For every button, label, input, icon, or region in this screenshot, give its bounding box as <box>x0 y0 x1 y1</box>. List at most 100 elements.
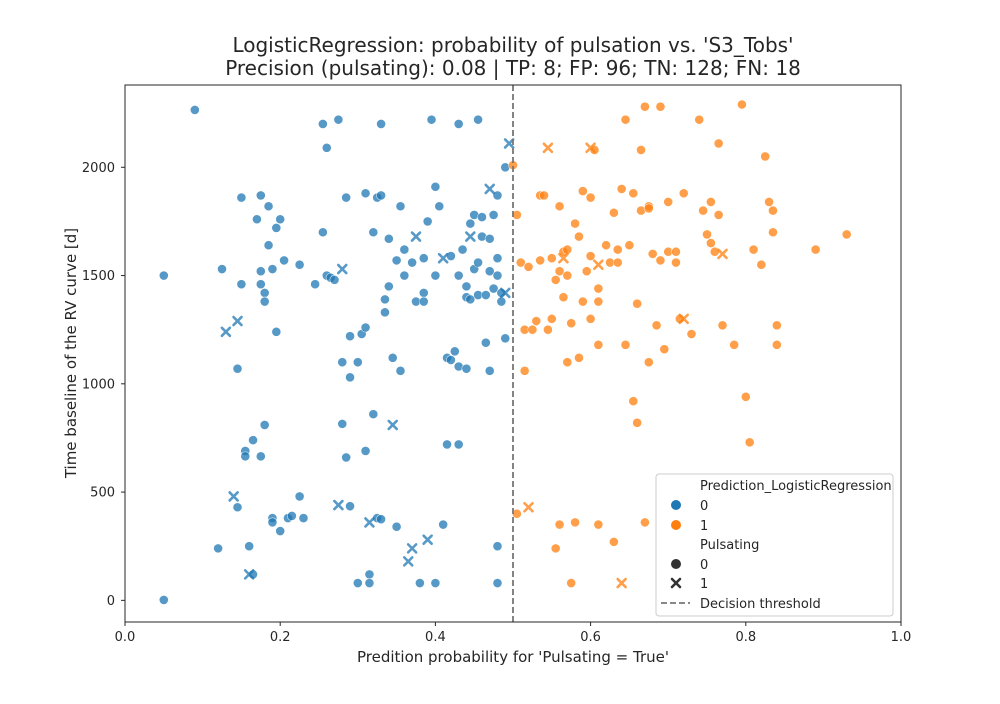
data-point <box>345 331 355 342</box>
data-point <box>527 324 538 335</box>
data-point <box>585 313 596 324</box>
y-axis-label: Time baseline of the RV curve [d] <box>62 228 80 479</box>
data-point <box>492 578 503 588</box>
data-point-pulsating <box>220 326 232 338</box>
data-point <box>477 212 487 222</box>
data-point <box>298 513 309 523</box>
data-point <box>608 536 619 547</box>
data-point <box>643 203 654 214</box>
data-point <box>321 142 332 153</box>
data-point <box>446 251 456 261</box>
data-point-pulsating <box>717 248 728 260</box>
chart-title: LogisticRegression: probability of pulsa… <box>232 33 793 57</box>
legend-label-threshold: Decision threshold <box>700 597 821 612</box>
data-point <box>271 223 282 233</box>
legend-marker-prediction-0 <box>671 500 681 510</box>
data-point <box>659 344 670 355</box>
data-point <box>713 138 724 149</box>
data-point <box>337 357 348 368</box>
data-point <box>484 266 495 277</box>
data-point <box>519 365 530 376</box>
data-point-pulsating <box>523 501 534 513</box>
data-point <box>601 240 612 251</box>
data-point <box>376 190 386 201</box>
data-point <box>546 313 557 324</box>
data-point <box>624 240 635 251</box>
data-point <box>189 105 200 115</box>
data-point <box>554 266 565 277</box>
data-point <box>562 357 573 368</box>
data-point <box>740 391 751 402</box>
data-point <box>294 491 305 502</box>
data-point <box>383 233 394 244</box>
data-point <box>236 192 247 203</box>
data-point <box>360 322 371 333</box>
data-point <box>360 188 371 199</box>
data-point <box>628 396 639 407</box>
data-point <box>640 101 650 112</box>
data-point <box>434 201 445 212</box>
data-point <box>453 270 464 281</box>
data-point <box>566 578 577 588</box>
data-point <box>655 255 666 266</box>
data-point <box>760 151 771 162</box>
data-point <box>430 181 441 192</box>
plot-frame <box>124 84 902 623</box>
data-point-pulsating <box>333 499 344 511</box>
data-point <box>317 119 328 129</box>
data-point <box>546 253 557 264</box>
data-point <box>612 244 623 255</box>
x-tick-label: 0.6 <box>580 630 601 645</box>
data-point <box>329 274 340 285</box>
data-point <box>286 510 297 521</box>
data-point <box>523 261 534 272</box>
data-point <box>663 197 674 207</box>
data-point-pulsating <box>243 569 255 580</box>
data-point <box>422 216 433 227</box>
data-point-pulsating <box>484 183 496 195</box>
data-point <box>744 437 755 448</box>
x-tick-label: 0.2 <box>270 630 291 645</box>
data-point <box>558 292 569 303</box>
data-point <box>756 259 767 270</box>
data-point-pulsating <box>232 315 243 327</box>
data-point <box>446 355 456 365</box>
legend-label-pulsating-1: 1 <box>700 577 708 592</box>
data-point <box>500 333 511 344</box>
data-point <box>473 257 483 268</box>
data-point <box>581 266 592 277</box>
data-point <box>717 320 728 331</box>
data-point <box>333 114 344 125</box>
data-point-pulsating <box>387 419 399 431</box>
data-point-pulsating <box>402 556 414 567</box>
x-axis-label: Predition probability for 'Pulsating = T… <box>357 648 669 666</box>
data-point <box>352 578 363 588</box>
data-point <box>294 259 305 270</box>
data-point-pulsating <box>678 313 690 325</box>
data-point <box>531 316 542 326</box>
data-point <box>570 517 580 528</box>
data-point <box>694 114 705 125</box>
x-tick-label: 1.0 <box>891 630 912 645</box>
data-point <box>263 240 274 251</box>
data-point <box>395 201 406 212</box>
data-point <box>566 318 577 329</box>
legend-box <box>655 473 894 617</box>
data-point <box>488 210 499 220</box>
data-point <box>158 595 169 605</box>
data-point-pulsating <box>558 252 569 264</box>
data-point <box>430 270 441 281</box>
y-tick-label: 2000 <box>82 161 115 176</box>
data-point <box>550 543 561 554</box>
data-point <box>461 281 472 292</box>
data-point <box>317 227 328 238</box>
data-point <box>562 270 573 281</box>
data-point <box>620 114 631 125</box>
data-point-pulsating <box>422 534 433 546</box>
data-point <box>263 201 274 212</box>
data-point <box>640 517 650 528</box>
data-point <box>585 251 596 261</box>
data-point-pulsating <box>593 259 604 271</box>
legend-label-pulsating-0: 0 <box>700 558 708 573</box>
